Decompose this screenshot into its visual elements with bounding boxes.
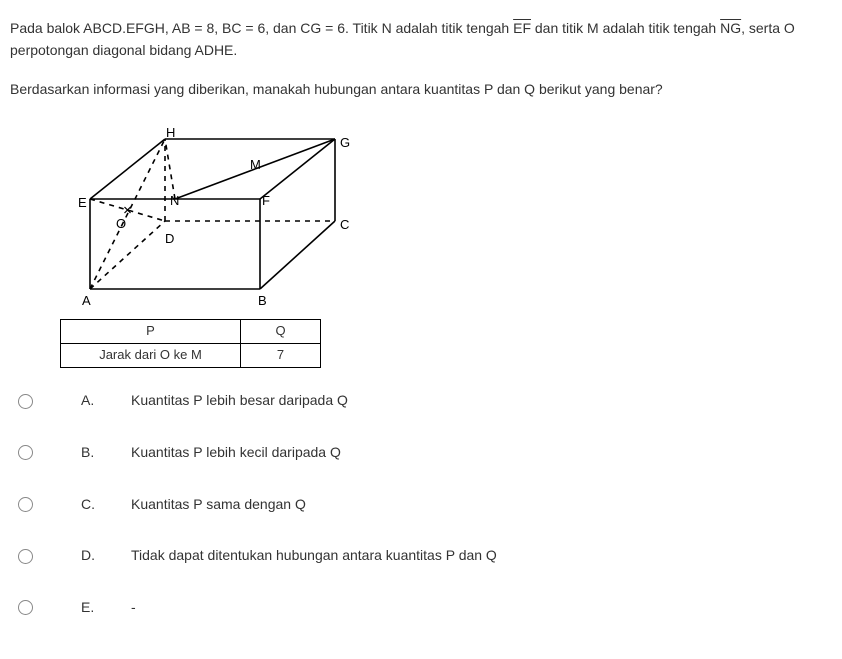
pq-val-p: Jarak dari O ke M [61,344,241,368]
radio-d[interactable] [18,549,33,564]
pq-table: P Q Jarak dari O ke M 7 [60,319,321,368]
radio-e[interactable] [18,600,33,615]
q1-pre: Pada balok ABCD.EFGH, AB = 8, BC = 6, da… [10,20,513,36]
segment-ef: EF [513,20,531,36]
cuboid-svg [70,119,370,309]
q1-mid: dan titik M adalah titik tengah [531,20,720,36]
radio-b[interactable] [18,445,33,460]
vertex-label-b: B [258,291,267,311]
choice-e[interactable]: E. - [18,597,832,619]
question-para-1: Pada balok ABCD.EFGH, AB = 8, BC = 6, da… [10,18,832,61]
point-label-o: O [116,214,126,234]
radio-c[interactable] [18,497,33,512]
choice-d-letter: D. [81,545,131,567]
vertex-label-e: E [78,193,87,213]
choice-c[interactable]: C. Kuantitas P sama dengan Q [18,494,832,516]
point-label-m: M [250,155,261,175]
pq-head-q: Q [241,320,321,344]
vertex-label-d: D [165,229,174,249]
choice-a-text: Kuantitas P lebih besar daripada Q [131,390,348,412]
choice-d[interactable]: D. Tidak dapat ditentukan hubungan antar… [18,545,832,567]
choice-c-text: Kuantitas P sama dengan Q [131,494,306,516]
pq-head-p: P [61,320,241,344]
vertex-label-c: C [340,215,349,235]
question-para-2: Berdasarkan informasi yang diberikan, ma… [10,79,832,101]
choice-b-text: Kuantitas P lebih kecil daripada Q [131,442,341,464]
point-label-n: N [170,191,179,211]
choice-e-text: - [131,597,136,619]
choice-c-letter: C. [81,494,131,516]
question-block: Pada balok ABCD.EFGH, AB = 8, BC = 6, da… [10,18,832,101]
cuboid-diagram: A B C D E F G H N M O [70,119,832,309]
choice-e-letter: E. [81,597,131,619]
vertex-label-f: F [262,191,270,211]
choice-b[interactable]: B. Kuantitas P lebih kecil daripada Q [18,442,832,464]
pq-val-q: 7 [241,344,321,368]
choice-d-text: Tidak dapat ditentukan hubungan antara k… [131,545,497,567]
choice-b-letter: B. [81,442,131,464]
vertex-label-g: G [340,133,350,153]
answer-choices: A. Kuantitas P lebih besar daripada Q B.… [18,390,832,618]
vertex-label-a: A [82,291,91,311]
vertex-label-h: H [166,123,175,143]
choice-a-letter: A. [81,390,131,412]
segment-ng: NG [720,20,741,36]
choice-a[interactable]: A. Kuantitas P lebih besar daripada Q [18,390,832,412]
radio-a[interactable] [18,394,33,409]
